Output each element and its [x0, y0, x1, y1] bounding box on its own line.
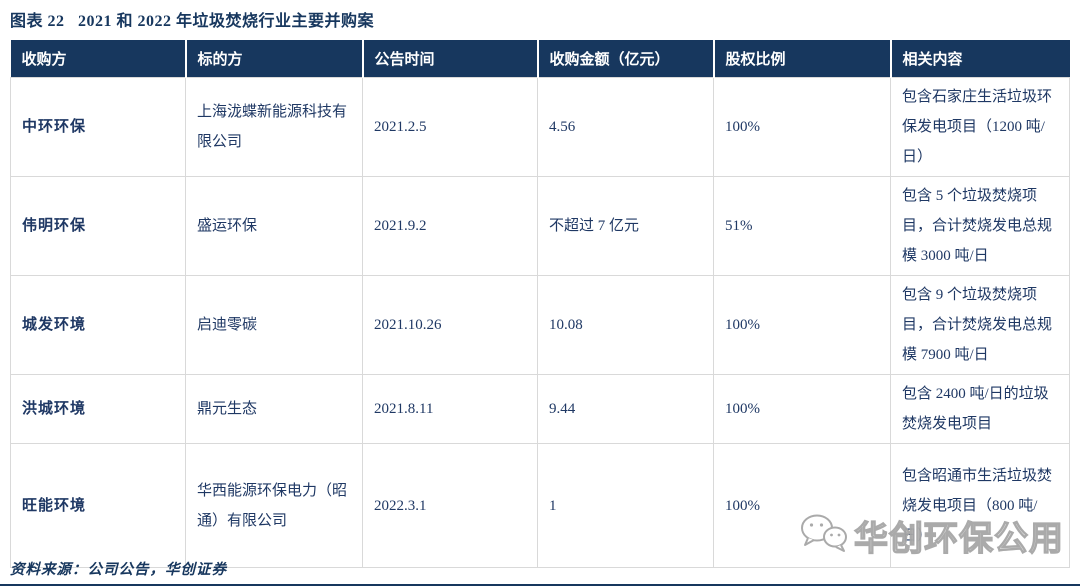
cell-detail: 包含昭通市生活垃圾焚烧发电项目（800 吨/日）: [890, 443, 1070, 568]
cell-date: 2021.2.5: [362, 77, 538, 177]
col-header-date: 公告时间: [361, 40, 538, 78]
col-header-target: 标的方: [184, 40, 363, 78]
cell-date: 2021.10.26: [362, 275, 538, 375]
cell-acquirer: 城发环境: [10, 275, 186, 375]
col-header-acquirer: 收购方: [10, 40, 186, 78]
cell-detail: 包含 5 个垃圾焚烧项目，合计焚烧发电总规模 3000 吨/日: [890, 176, 1070, 276]
cell-amount: 4.56: [537, 77, 714, 177]
cell-stake: 100%: [713, 275, 891, 375]
cell-date: 2021.9.2: [362, 176, 538, 276]
cell-target: 启迪零碳: [185, 275, 363, 375]
cell-acquirer: 旺能环境: [10, 443, 186, 568]
cell-target: 上海泷蝶新能源科技有限公司: [185, 77, 363, 177]
table-row: 伟明环保 盛运环保 2021.9.2 不超过 7 亿元 51% 包含 5 个垃圾…: [10, 176, 1070, 276]
table-row: 城发环境 启迪零碳 2021.10.26 10.08 100% 包含 9 个垃圾…: [10, 275, 1070, 375]
cell-date: 2021.8.11: [362, 374, 538, 444]
cell-target: 盛运环保: [185, 176, 363, 276]
table-row: 中环环保 上海泷蝶新能源科技有限公司 2021.2.5 4.56 100% 包含…: [10, 77, 1070, 177]
cell-date: 2022.3.1: [362, 443, 538, 568]
table-row: 旺能环境 华西能源环保电力（昭通）有限公司 2022.3.1 1 100% 包含…: [10, 443, 1070, 568]
cell-detail: 包含 2400 吨/日的垃圾焚烧发电项目: [890, 374, 1070, 444]
source-note: 资料来源：公司公告，华创证券: [10, 562, 227, 578]
cell-detail: 包含石家庄生活垃圾环保发电项目（1200 吨/日）: [890, 77, 1070, 177]
cell-detail: 包含 9 个垃圾焚烧项目，合计焚烧发电总规模 7900 吨/日: [890, 275, 1070, 375]
table-row: 洪城环境 鼎元生态 2021.8.11 9.44 100% 包含 2400 吨/…: [10, 374, 1070, 444]
col-header-stake: 股权比例: [712, 40, 891, 78]
figure-title: 图表 22 2021 和 2022 年垃圾焚烧行业主要并购案: [10, 13, 375, 30]
cell-stake: 51%: [713, 176, 891, 276]
cell-amount: 10.08: [537, 275, 714, 375]
cell-acquirer: 伟明环保: [10, 176, 186, 276]
col-header-amount: 收购金额（亿元）: [536, 40, 714, 78]
bottom-rule: [0, 584, 1080, 586]
cell-stake: 100%: [713, 77, 891, 177]
cell-acquirer: 洪城环境: [10, 374, 186, 444]
cell-acquirer: 中环环保: [10, 77, 186, 177]
cell-stake: 100%: [713, 374, 891, 444]
cell-stake: 100%: [713, 443, 891, 568]
table-header-row: 收购方 标的方 公告时间 收购金额（亿元） 股权比例 相关内容: [10, 40, 1070, 78]
mna-table: 收购方 标的方 公告时间 收购金额（亿元） 股权比例 相关内容 中环环保 上海泷…: [10, 40, 1070, 568]
cell-target: 华西能源环保电力（昭通）有限公司: [185, 443, 363, 568]
cell-amount: 9.44: [537, 374, 714, 444]
cell-amount: 不超过 7 亿元: [537, 176, 714, 276]
col-header-detail: 相关内容: [889, 40, 1070, 78]
cell-amount: 1: [537, 443, 714, 568]
cell-target: 鼎元生态: [185, 374, 363, 444]
